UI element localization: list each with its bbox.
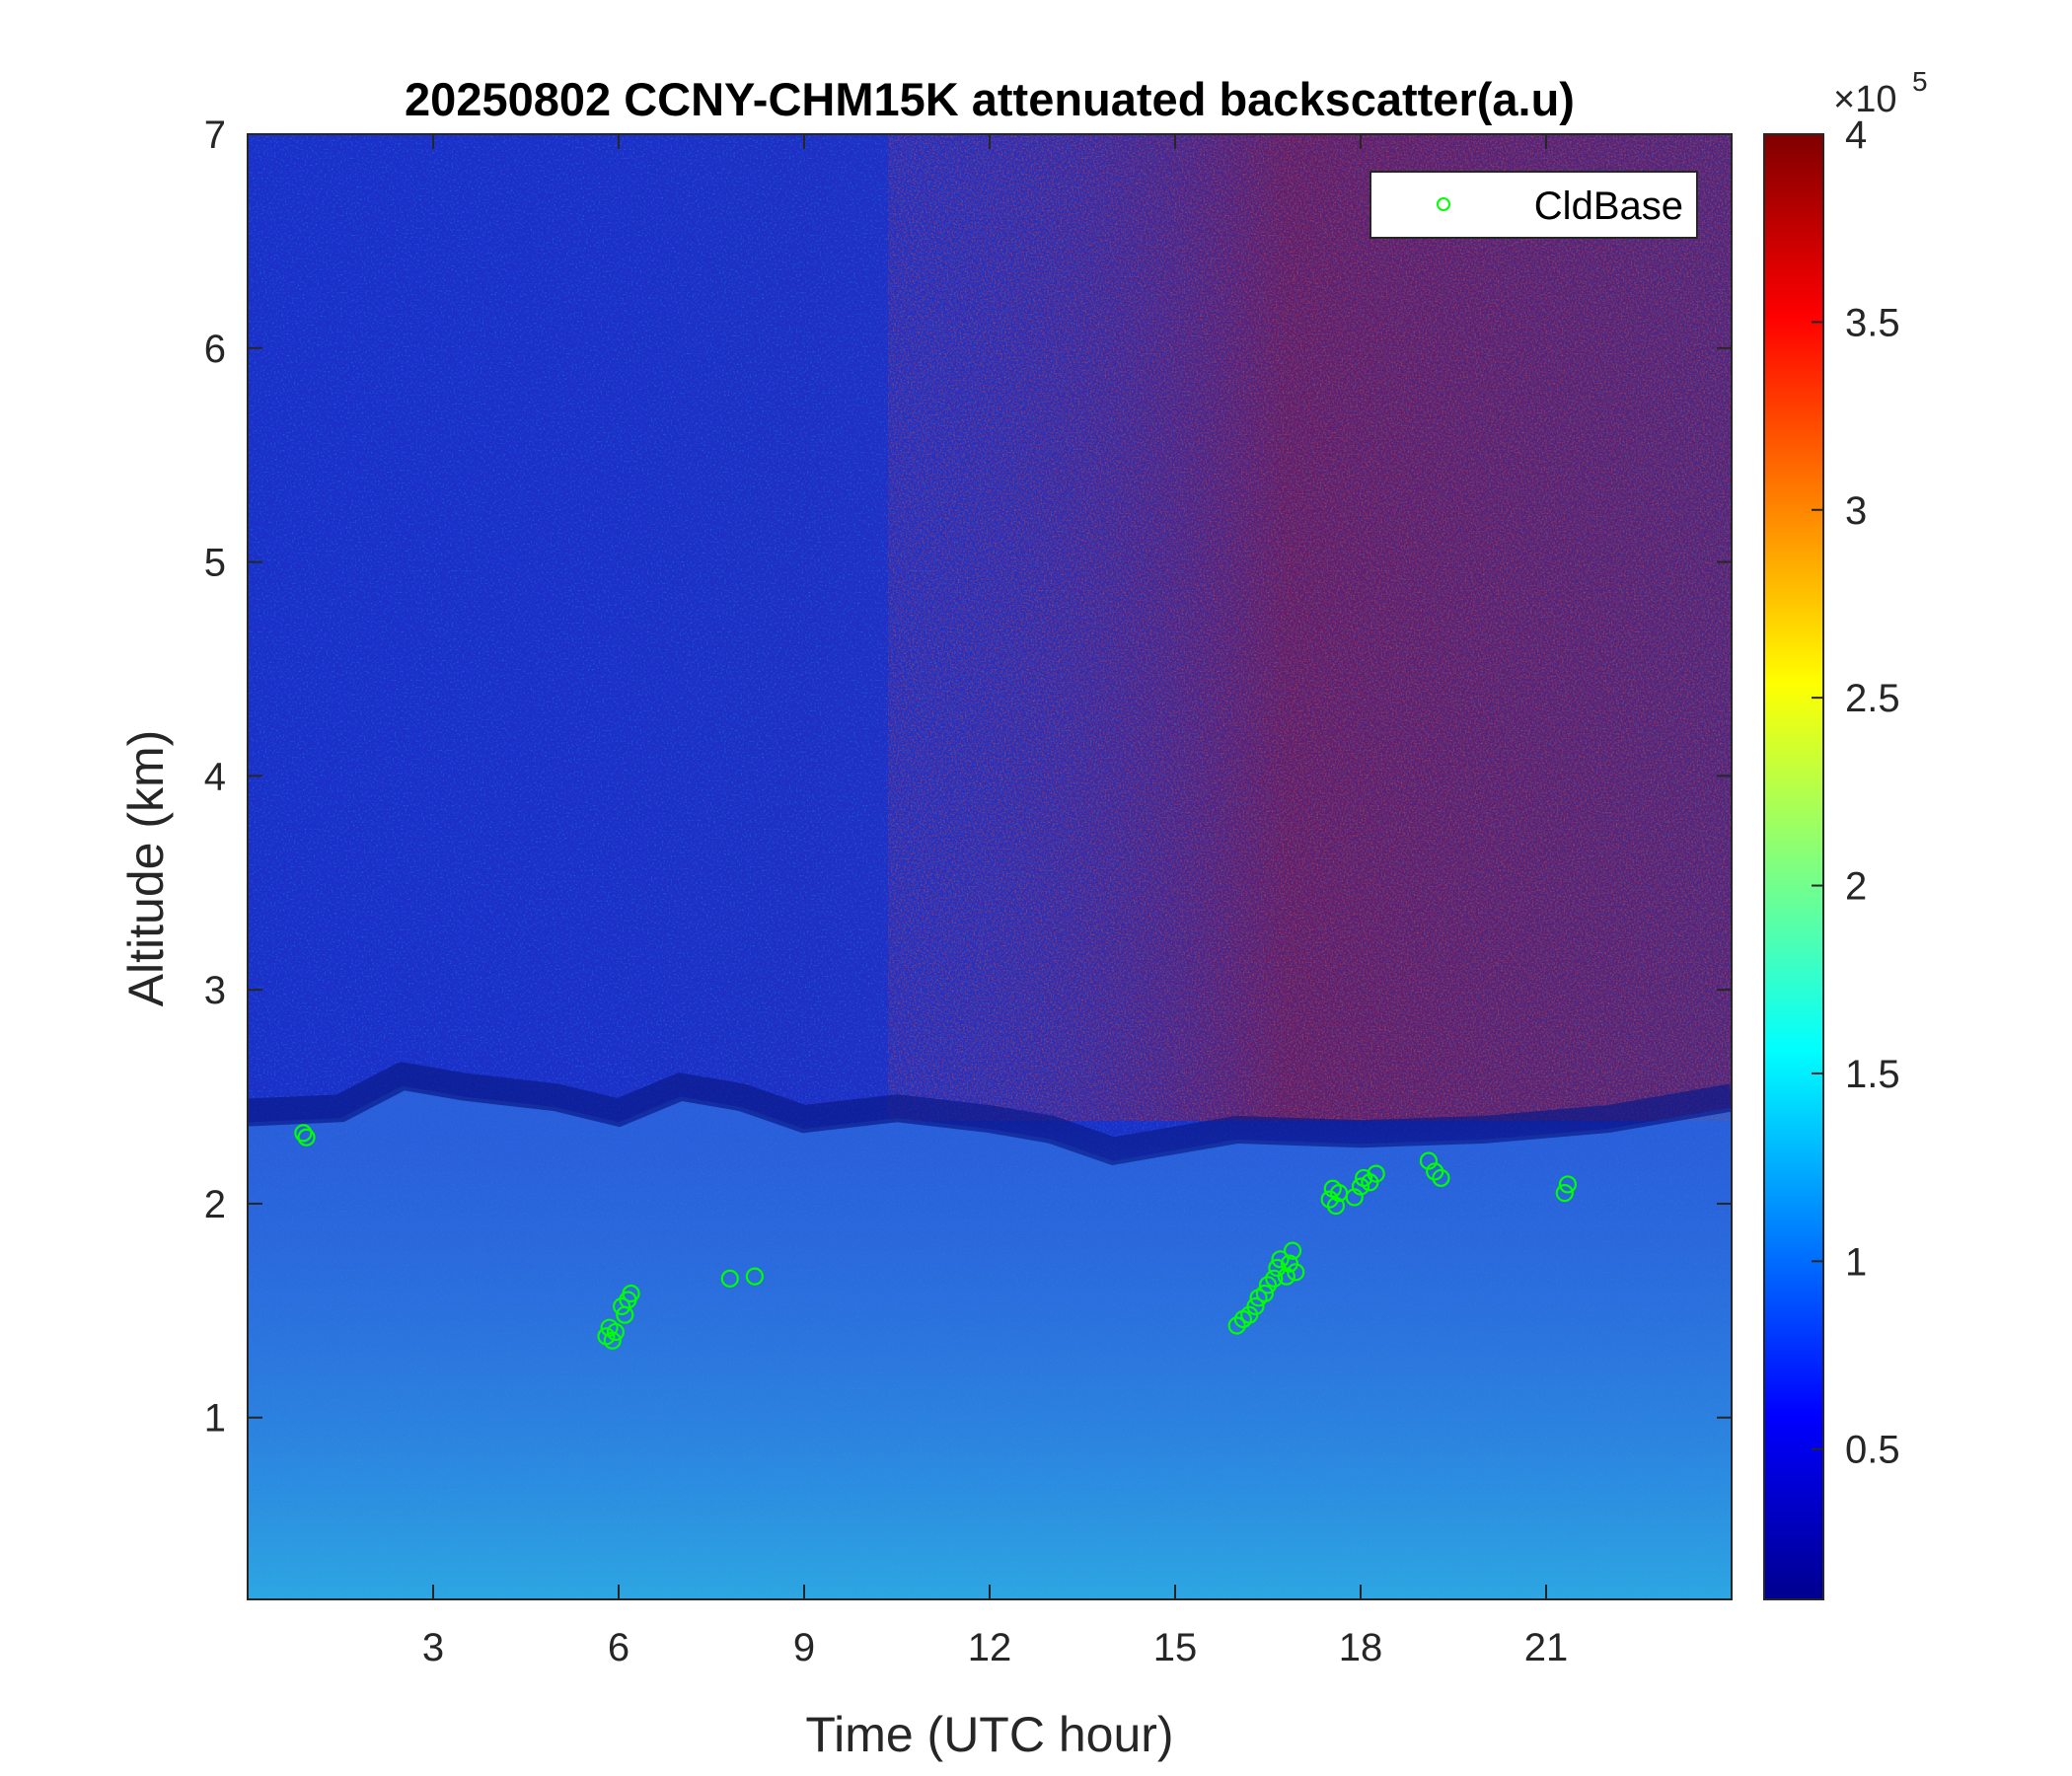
cldbase-point [1227, 1316, 1246, 1335]
cldbase-point [1432, 1168, 1450, 1188]
y-tick-label: 1 [204, 1397, 226, 1441]
cldbase-point [745, 1267, 764, 1286]
cldbase-point [603, 1331, 622, 1350]
colorbar-tick-label: 3 [1845, 489, 1867, 533]
x-tick-label: 18 [1339, 1626, 1383, 1669]
cldbase-point [1419, 1151, 1439, 1170]
colorbar-tick-label: 4 [1845, 113, 1867, 157]
cldbase-point [1320, 1190, 1339, 1209]
y-tick-label: 7 [204, 113, 226, 157]
cldbase-point [1277, 1267, 1295, 1286]
colorbar-tick-label: 1.5 [1845, 1053, 1900, 1096]
colorbar-tick-label: 2.5 [1845, 677, 1900, 720]
x-axis: 3 6 9 12 15 18 21 [422, 134, 1568, 1669]
y-tick-label: 4 [204, 755, 226, 798]
x-tick-label: 3 [422, 1626, 444, 1669]
cldbase-point [1283, 1241, 1302, 1260]
legend-marker-icon [1437, 197, 1450, 211]
cldbase-point [606, 1322, 625, 1342]
cldbase-point [297, 1128, 316, 1147]
colorbar-tick-label: 3.5 [1845, 301, 1900, 344]
colorbar-tick-label: 1 [1845, 1240, 1867, 1284]
cldbase-point [1345, 1188, 1364, 1207]
y-tick-label: 6 [204, 328, 226, 371]
legend-entry-cldbase: CldBase [1534, 185, 1683, 228]
cldbase-point [1367, 1164, 1385, 1183]
cldbase-point [294, 1124, 313, 1143]
x-tick-label: 6 [608, 1626, 629, 1669]
cldbase-point [613, 1296, 631, 1316]
chart-title: 20250802 CCNY-CHM15K attenuated backscat… [405, 73, 1575, 125]
heatmap-image [248, 134, 1732, 1599]
cldbase-series [294, 1124, 1578, 1350]
colorbar-multiplier-base: ×10 [1833, 79, 1896, 120]
cldbase-point [720, 1269, 739, 1288]
cldbase-point [1351, 1177, 1370, 1196]
x-tick-label: 15 [1153, 1626, 1198, 1669]
x-axis-label: Time (UTC hour) [805, 1707, 1173, 1762]
colorbar-tick-label: 2 [1845, 865, 1867, 909]
cldbase-point [1258, 1276, 1278, 1295]
y-tick-label: 2 [204, 1183, 226, 1226]
cldbase-point [1558, 1175, 1578, 1194]
cldbase-point [1265, 1269, 1284, 1288]
legend: CldBase [1369, 171, 1698, 239]
x-tick-label: 21 [1524, 1626, 1569, 1669]
cldbase-point [1426, 1162, 1444, 1181]
cldbase-point [622, 1284, 640, 1303]
cldbase-point [1271, 1250, 1290, 1269]
x-tick-label: 9 [793, 1626, 815, 1669]
cldbase-point [1555, 1184, 1574, 1203]
y-tick-label: 3 [204, 969, 226, 1012]
y-axis: 1 2 3 4 5 6 7 [204, 113, 1732, 1441]
colorbar-tick-label: 0.5 [1845, 1429, 1900, 1472]
y-tick-label: 5 [204, 542, 226, 585]
cldbase-point [1255, 1284, 1274, 1303]
cldbase-point [1326, 1197, 1346, 1216]
x-tick-label: 12 [968, 1626, 1012, 1669]
colorbar-multiplier-exponent: 5 [1912, 66, 1928, 97]
cldbase-point [1287, 1263, 1305, 1282]
y-axis-label: Altitude (km) [118, 730, 174, 1007]
colorbar-ticks: 0.5 1 1.5 2 2.5 3 3.5 4 [1812, 113, 1900, 1472]
cldbase-point [1246, 1296, 1265, 1316]
colorbar [1763, 133, 1824, 1600]
